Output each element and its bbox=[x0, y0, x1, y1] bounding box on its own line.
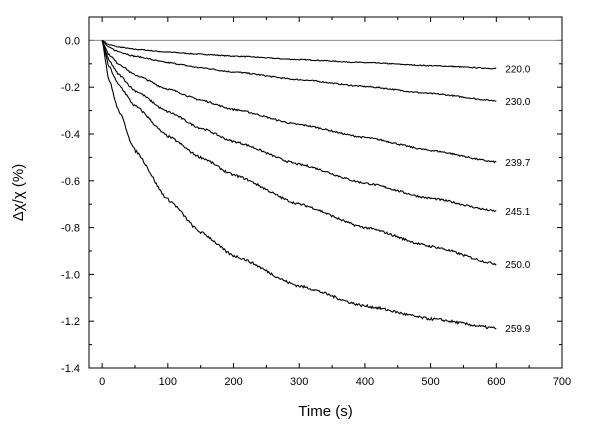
plot-frame bbox=[88, 16, 563, 369]
curve-259-9 bbox=[101, 40, 497, 330]
curve-220-0 bbox=[101, 39, 497, 70]
series-label-259-9: 259.9 bbox=[505, 324, 530, 335]
y-tick-label: -0.8 bbox=[61, 223, 80, 235]
x-tick-label: 400 bbox=[356, 376, 374, 388]
x-tick-label: 100 bbox=[159, 376, 177, 388]
y-tick-labels: 0.0 -0.2 -0.4 -0.6 -0.8 -1.0 -1.2 -1.4 bbox=[61, 35, 80, 375]
series-label-220-0: 220.0 bbox=[505, 64, 530, 75]
x-tick-label: 600 bbox=[487, 376, 505, 388]
y-tick-label: -0.2 bbox=[61, 82, 80, 94]
y-tick-label: -0.4 bbox=[61, 129, 80, 141]
y-tick-label: -1.2 bbox=[61, 316, 80, 328]
series-label-230-0: 230.0 bbox=[505, 97, 530, 108]
curve-230-0 bbox=[101, 39, 497, 102]
series-labels: 220.0 230.0 239.7 245.1 250.0 259.9 bbox=[505, 64, 530, 335]
y-tick-label: -0.6 bbox=[61, 176, 80, 188]
x-tick-label: 500 bbox=[421, 376, 439, 388]
x-tick-label: 0 bbox=[99, 376, 105, 388]
series-label-245-1: 245.1 bbox=[505, 207, 530, 218]
x-axis-title: Time (s) bbox=[298, 403, 352, 420]
x-tick-labels: 0 100 200 300 400 500 600 700 bbox=[99, 376, 571, 388]
axis-ticks bbox=[89, 17, 563, 368]
x-tick-label: 300 bbox=[290, 376, 308, 388]
y-tick-label: -1.4 bbox=[61, 363, 80, 375]
y-axis-title: Δχ/χ (%) bbox=[10, 164, 27, 221]
x-tick-label: 700 bbox=[553, 376, 571, 388]
curve-250-0 bbox=[101, 40, 497, 266]
series-label-239-7: 239.7 bbox=[505, 158, 530, 169]
data-curves bbox=[101, 39, 497, 330]
series-label-250-0: 250.0 bbox=[505, 260, 530, 271]
y-tick-label: -1.0 bbox=[61, 269, 80, 281]
x-tick-label: 200 bbox=[224, 376, 242, 388]
curve-239-7 bbox=[101, 40, 497, 164]
y-tick-label: 0.0 bbox=[65, 35, 80, 47]
curve-245-1 bbox=[101, 40, 497, 213]
